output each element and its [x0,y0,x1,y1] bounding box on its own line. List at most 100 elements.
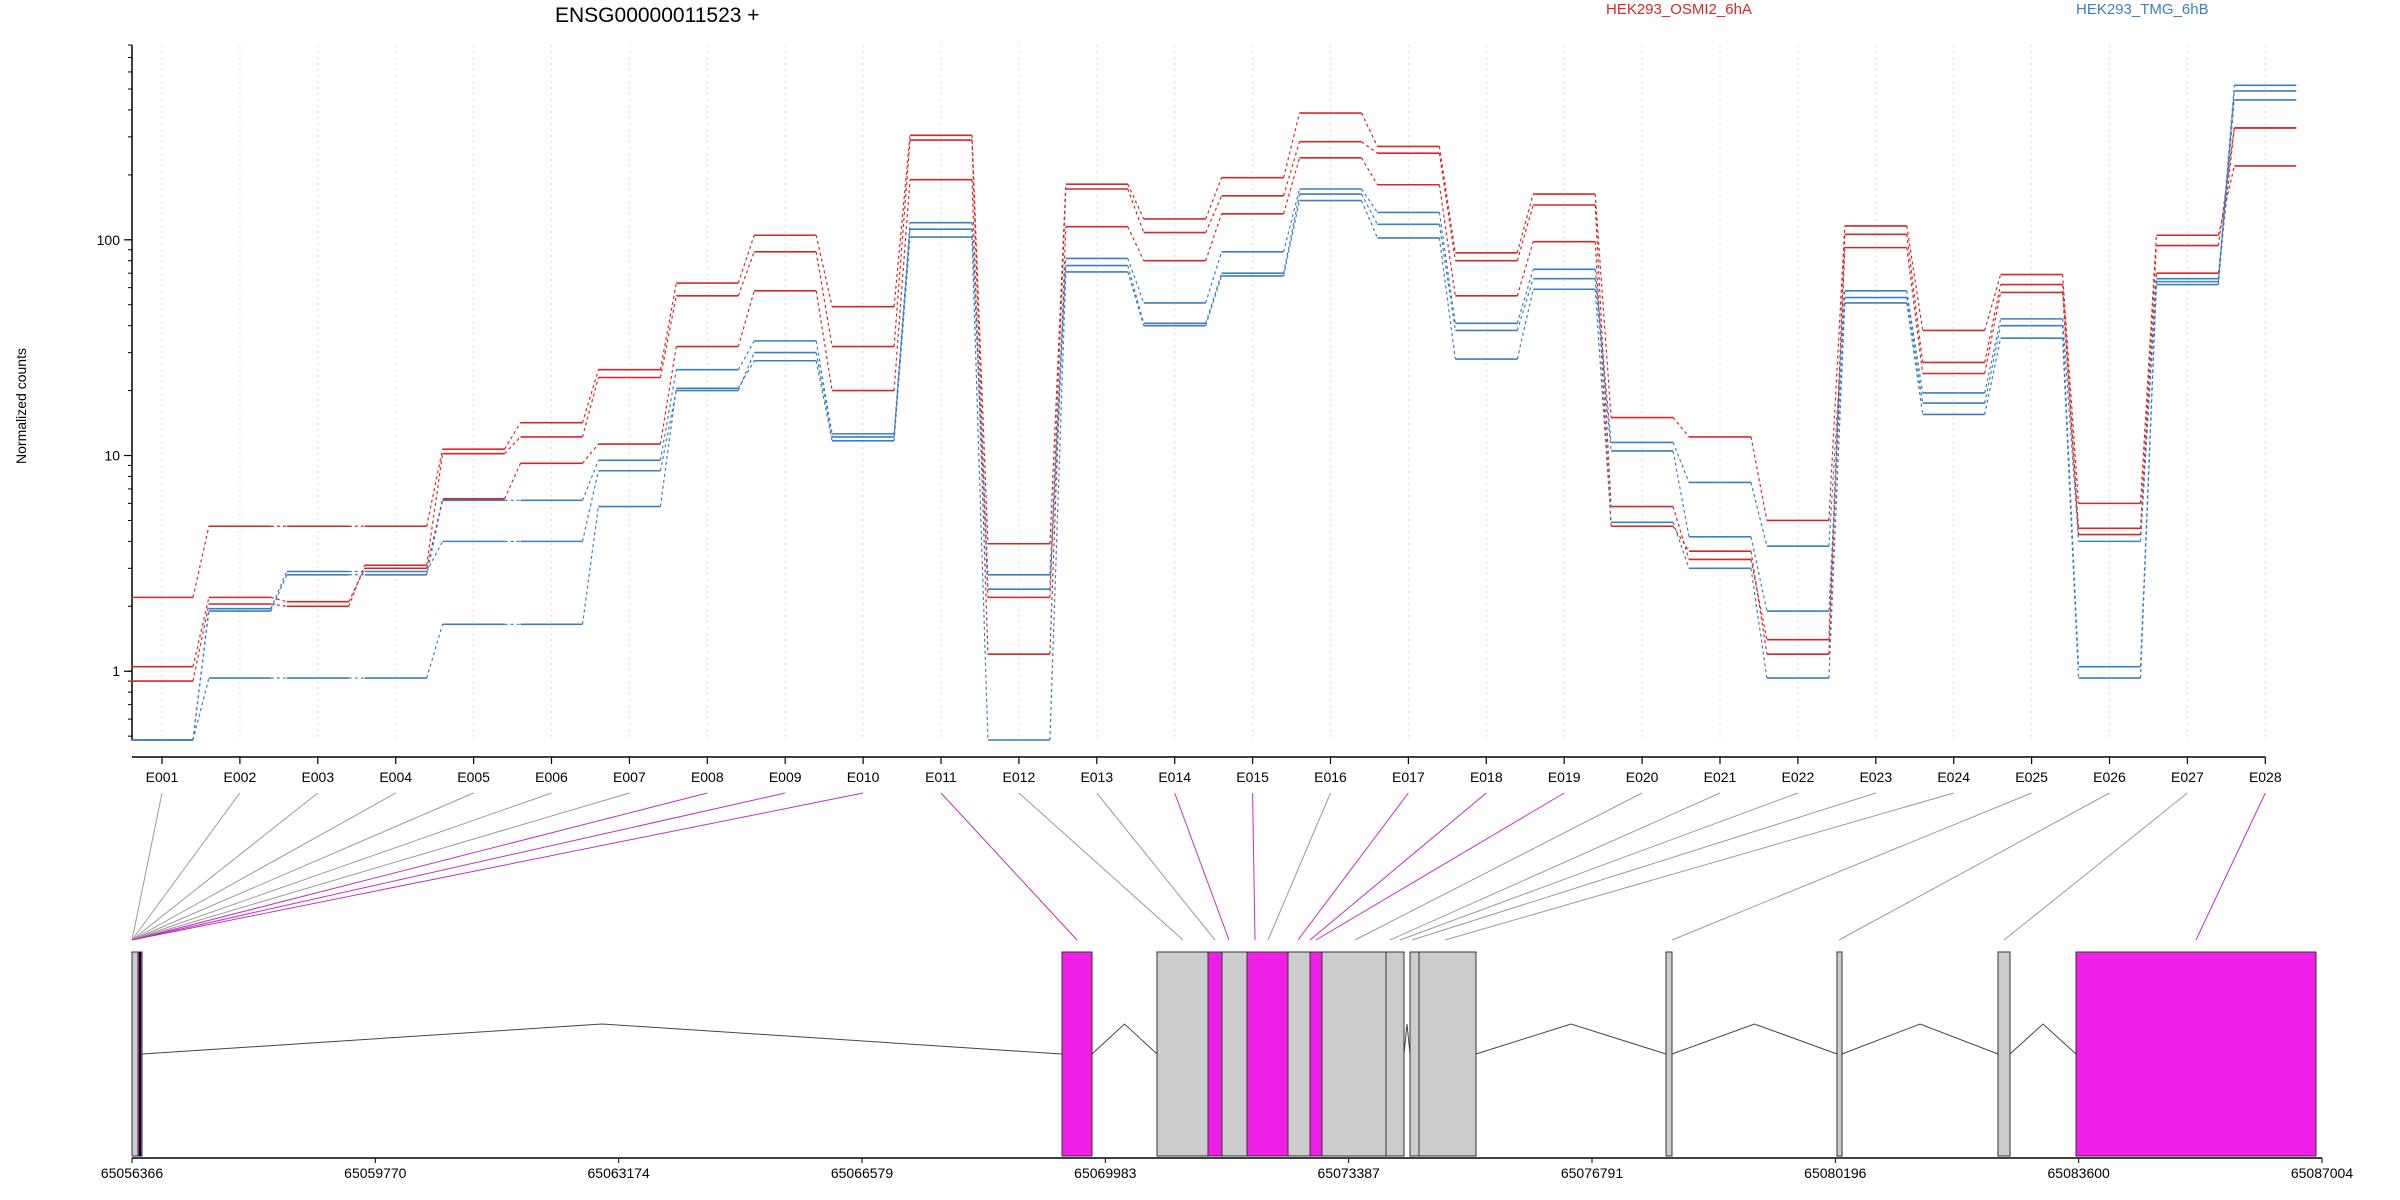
exon-transition-segment [1049,184,1067,544]
exon-transition-segment [581,460,599,501]
exon-connector [131,792,241,941]
exon-transition-segment [1127,188,1145,233]
exon-transition-segment [1594,193,1612,418]
x-tick-label: E014 [1158,769,1191,785]
exon-block [1221,951,1248,1157]
exon-transition-segment [192,603,210,682]
exon-transition-segment [582,443,599,464]
exon-transition-segment [1360,200,1378,239]
x-tick-label: E010 [847,769,880,785]
intron-line [2009,1023,2077,1055]
exon-transition-segment [1283,193,1301,274]
exon-transition-segment [1828,290,1846,547]
x-tick-label: E013 [1080,769,1113,785]
intron-line [1671,1023,1838,1055]
x-tick-label: E001 [146,769,179,785]
exon-transition-segment [1750,559,1768,640]
exon-transition-segment [1594,269,1612,443]
exon-transition-segment [1049,258,1067,575]
series-line [131,90,2297,741]
exon-transition-segment [815,352,833,438]
exon-transition-segment [1672,506,1690,560]
exon-transition-segment [1750,551,1768,655]
exon-transition-segment [1828,234,1846,640]
exon-transition-segment [2062,292,2080,535]
coord-tick-label: 65066579 [831,1165,894,1181]
exon-transition-segment [1516,204,1534,261]
exon-connector [1309,792,1487,941]
x-tick-label: E015 [1236,769,1269,785]
exon-transition-segment [192,677,210,741]
exon-transition-segment [815,340,833,434]
exon-transition-segment [192,526,210,598]
exon-block-highlighted [2075,951,2317,1157]
exon-transition-segment [504,422,522,450]
exon-connector [131,792,864,941]
exon-transition-segment [504,436,521,455]
exon-transition-segment [1906,290,1924,394]
x-tick-label: E021 [1704,769,1737,785]
series-line [131,99,2297,741]
exon-block-highlighted [1061,951,1093,1157]
exon-transition-segment [815,235,833,307]
exon-transition-segment [1127,271,1145,326]
exon-transition-segment [270,571,288,609]
series-line [131,112,2297,599]
exon-transition-segment [1984,284,2002,363]
exon-transition-segment [1750,568,1768,679]
exon-transition-segment [1984,292,2002,374]
exon-transition-segment [1672,525,1690,552]
exon-transition-segment [2062,284,2080,529]
x-tick-label: E023 [1859,769,1892,785]
intron-line [1841,1023,1999,1055]
exon-block [1321,951,1387,1157]
intron-line [1091,1023,1158,1055]
exon-connector [1389,792,1721,941]
legend-entry-tmg: HEK293_TMG_6hB [2076,1,2209,18]
exon-connector [1297,792,1409,941]
x-tick-label: E020 [1626,769,1659,785]
exon-transition-segment [270,596,287,603]
intron-line [1475,1023,1667,1055]
y-axis-label: Normalized counts [13,348,29,464]
gene-model-track [131,951,2317,1157]
exon-transition-segment [1205,251,1223,304]
exon-transition-segment [1828,297,1846,612]
coord-tick-label: 65073387 [1318,1165,1381,1181]
x-tick-label: E026 [2093,769,2126,785]
exon-transition-segment [426,500,444,575]
exon-transition-segment [581,377,599,438]
exon-transition-segment [1672,417,1690,438]
coord-tick-label: 65076791 [1561,1165,1624,1181]
x-tick-label: E025 [2015,769,2048,785]
exon-transition-segment [1127,258,1145,304]
exon-transition-segment [815,360,833,441]
exon-transition-segment [1205,213,1223,261]
y-axis: 1 10 100 [97,44,133,740]
exon-transition-segment [659,390,677,471]
exon-connector [1354,792,1643,941]
exon-block [1997,951,2011,1157]
x-tick-label: E006 [535,769,568,785]
exon-transition-segment [1283,112,1301,178]
genomic-coordinate-axis: 65056366 65059770 65063174 65066579 65069983… [101,1157,2353,1181]
exon-transition-segment [737,290,755,347]
exon-connector [131,792,396,941]
exon-block [1156,951,1209,1157]
exon-transition-segment [893,140,911,347]
vertical-grid [161,45,2266,740]
exon-transition-segment [2139,235,2157,504]
intron-line [141,1023,1063,1055]
exon-connector [131,792,474,941]
intron-line [1403,1023,1411,1055]
exon-transition-segment [1438,212,1456,324]
exon-transition-segment [1672,450,1690,537]
exon-transition-segment [1127,226,1145,261]
exon-transition-segment [1361,188,1378,213]
x-tick-label: E004 [379,769,412,785]
exon-transition-segment [971,140,989,598]
exon-connector [1096,792,1216,941]
exon-connector [1018,792,1184,941]
exon-transition-segment [1361,141,1378,154]
exon-transition-segment [2062,325,2080,667]
